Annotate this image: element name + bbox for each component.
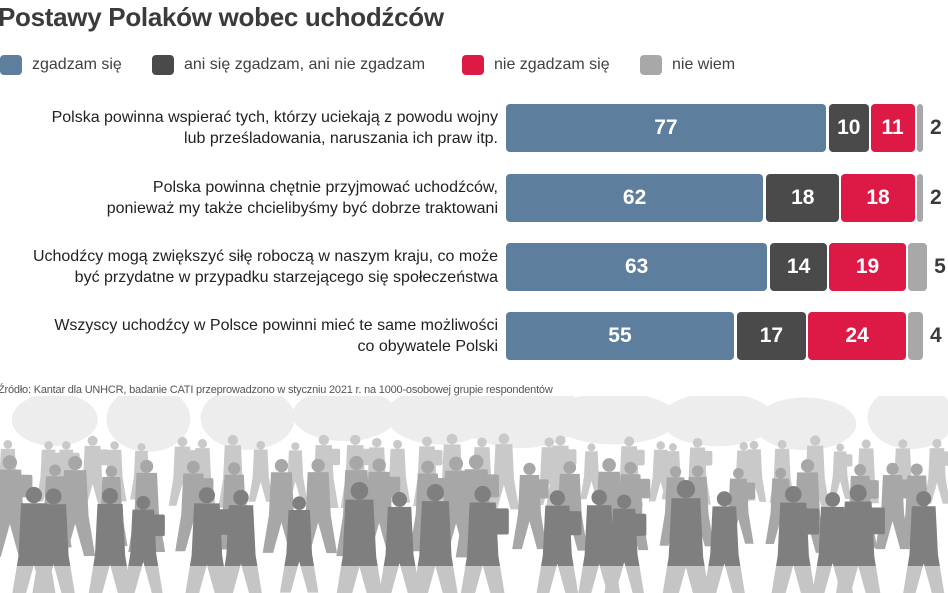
bar-segment: 24 bbox=[807, 312, 907, 360]
person-silhouette bbox=[829, 443, 853, 500]
data-label: 63 bbox=[624, 255, 649, 278]
category-label: Polska powinna wspierać tych, którzy uci… bbox=[0, 107, 498, 149]
data-label: 17 bbox=[759, 324, 784, 347]
data-label: 62 bbox=[622, 186, 647, 209]
data-label: 11 bbox=[881, 116, 904, 139]
person-silhouette bbox=[512, 462, 549, 550]
tree-silhouette bbox=[200, 396, 295, 450]
tree-silhouette bbox=[11, 396, 98, 447]
bar-segment: 63 bbox=[506, 243, 768, 291]
legend-item: zgadzam się bbox=[0, 52, 122, 78]
bar-segment: 14 bbox=[770, 243, 827, 291]
tree-silhouette bbox=[549, 396, 678, 445]
tree-silhouette bbox=[106, 396, 191, 452]
category-label-line: Uchodźcy mogą zwiększyć siłę roboczą w n… bbox=[32, 248, 498, 265]
category-label-line: Polska powinna wspierać tych, którzy uci… bbox=[51, 109, 498, 126]
tree-silhouette bbox=[753, 397, 857, 451]
bar-segment: 55 bbox=[506, 312, 734, 360]
ground-fade bbox=[0, 566, 948, 593]
data-label: 5 bbox=[934, 255, 946, 278]
legend-label: nie wiem bbox=[672, 56, 736, 73]
source-note: Źródło: Kantar dla UNHCR, badanie CATI p… bbox=[0, 384, 553, 396]
bar-segment bbox=[908, 243, 928, 291]
legend: zgadzam się ani się zgadzam, ani nie zgad… bbox=[0, 52, 948, 78]
category-label-line: Polska powinna chętnie przyjmować uchodź… bbox=[152, 179, 498, 196]
person-silhouette bbox=[924, 438, 948, 504]
category-label: Uchodźcy mogą zwiększyć siłę roboczą w n… bbox=[0, 246, 498, 288]
category-label: Wszyscy uchodźcy w Polsce powinni mieć t… bbox=[0, 315, 498, 357]
bar-segment bbox=[916, 104, 923, 152]
tree-silhouette bbox=[660, 396, 775, 447]
legend-label: ani się zgadzam, ani nie zgadzam bbox=[184, 56, 426, 73]
data-label: 14 bbox=[786, 255, 811, 278]
tree-silhouette bbox=[867, 396, 948, 450]
legend-item: ani się zgadzam, ani nie zgadzam bbox=[152, 52, 425, 78]
bar-segment: 18 bbox=[841, 174, 915, 222]
bar-segment: 62 bbox=[506, 174, 764, 222]
legend-swatch bbox=[640, 55, 662, 75]
category-label: Polska powinna chętnie przyjmować uchodź… bbox=[0, 177, 498, 219]
bar-segment: 19 bbox=[828, 243, 907, 291]
legend-label: nie zgadzam się bbox=[494, 56, 610, 73]
person-silhouette bbox=[248, 440, 273, 502]
legend-swatch bbox=[0, 55, 22, 75]
data-label: 18 bbox=[866, 186, 890, 209]
bar-segment: 77 bbox=[506, 104, 826, 152]
data-label: 18 bbox=[791, 186, 815, 209]
tree-silhouette bbox=[292, 396, 398, 442]
category-label-line: co obywatele Polski bbox=[357, 338, 498, 355]
bar-segment bbox=[916, 174, 923, 222]
bar-segment: 11 bbox=[870, 104, 915, 152]
refugee-crowd-illustration bbox=[0, 396, 948, 593]
bar-segment bbox=[908, 312, 923, 360]
data-label: 77 bbox=[654, 116, 678, 139]
data-label: 19 bbox=[855, 255, 880, 278]
category-label-line: Wszyscy uchodźcy w Polsce powinni mieć t… bbox=[54, 317, 498, 334]
bar-segment: 10 bbox=[828, 104, 869, 152]
legend-swatch bbox=[462, 55, 484, 75]
legend-label: zgadzam się bbox=[32, 56, 122, 73]
chart-title: Postawy Polaków wobec uchodźców bbox=[0, 2, 444, 32]
tree-silhouette bbox=[456, 396, 584, 449]
data-label: 55 bbox=[608, 324, 632, 347]
legend-item: nie wiem bbox=[640, 52, 735, 78]
person-silhouette bbox=[580, 443, 603, 500]
data-label: 4 bbox=[930, 324, 942, 347]
data-label: 24 bbox=[845, 324, 869, 347]
legend-item: nie zgadzam się bbox=[462, 52, 610, 78]
category-label-line: ponieważ my także chcielibyśmy być dobrz… bbox=[106, 200, 498, 217]
data-label: 2 bbox=[930, 116, 942, 139]
data-label: 10 bbox=[837, 116, 861, 139]
bar-segment: 17 bbox=[736, 312, 806, 360]
data-label: 2 bbox=[930, 186, 942, 209]
category-label-line: być przydatne w przypadku starzejącego s… bbox=[74, 269, 498, 286]
legend-swatch bbox=[152, 55, 174, 75]
category-label-line: lub prześladowania, naruszania ich praw … bbox=[184, 130, 498, 147]
bar-segment: 18 bbox=[766, 174, 840, 222]
